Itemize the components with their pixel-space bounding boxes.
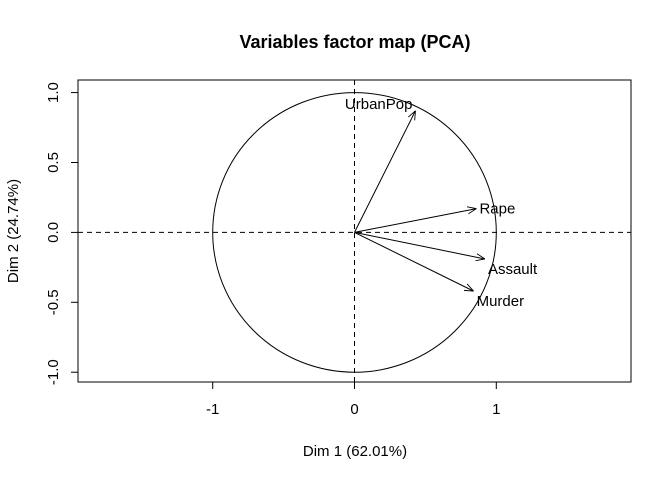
x-axis-label: Dim 1 (62.01%): [303, 443, 407, 460]
variable-label-rape: Rape: [479, 201, 515, 218]
plot-area: -1 0 1 -1.0 -0.5 0.0 0.5 1.0 UrbanPop Rape Assault…: [45, 79, 632, 418]
x-tick-label: -1: [206, 401, 219, 418]
variable-label-assault: Assault: [488, 261, 538, 278]
variable-arrow-assault: [354, 231, 485, 259]
variable-label-urbanpop: UrbanPop: [345, 96, 413, 113]
y-tick-label: 1.0: [45, 82, 62, 103]
x-tick-label: 0: [350, 401, 358, 418]
y-axis-label: Dim 2 (24.74%): [5, 179, 22, 283]
variable-arrow-urbanpop: [354, 111, 416, 233]
variable-arrow-rape: [354, 209, 477, 233]
variable-arrow-murder: [354, 231, 474, 291]
correlation-circle: [212, 92, 497, 373]
y-tick-label: 0.0: [45, 222, 62, 243]
y-tick-label: -1.0: [45, 359, 62, 385]
y-tick-label: -0.5: [45, 289, 62, 315]
variable-label-murder: Murder: [477, 293, 525, 310]
x-tick-label: 1: [492, 401, 500, 418]
chart-title: Variables factor map (PCA): [239, 32, 470, 52]
y-tick-label: 0.5: [45, 152, 62, 173]
